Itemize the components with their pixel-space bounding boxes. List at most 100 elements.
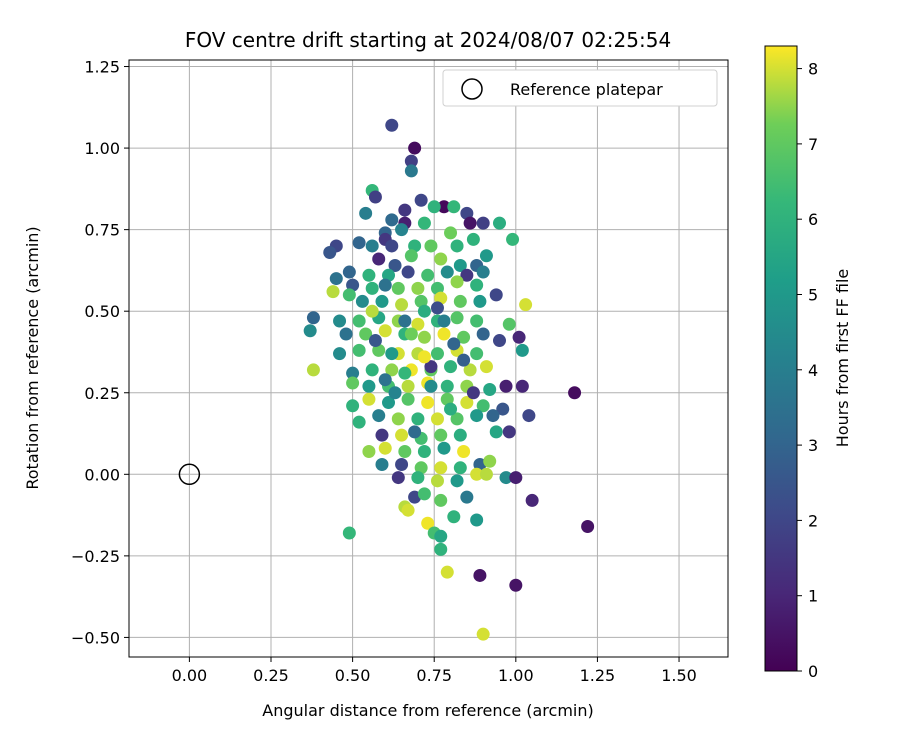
scatter-point	[489, 425, 503, 439]
scatter-point	[395, 223, 409, 237]
scatter-point	[391, 412, 405, 426]
colorbar-tick-label: 7	[808, 135, 818, 154]
scatter-point	[434, 428, 448, 442]
scatter-point	[323, 245, 337, 259]
scatter-point	[404, 154, 418, 168]
scatter-point	[502, 425, 516, 439]
scatter-point	[362, 379, 376, 393]
scatter-point	[342, 526, 356, 540]
x-tick-label: 1.50	[661, 666, 697, 685]
scatter-point	[424, 379, 438, 393]
y-tick-label: 1.00	[84, 139, 120, 158]
scatter-point	[346, 376, 360, 390]
scatter-point	[362, 392, 376, 406]
scatter-point	[466, 386, 480, 400]
x-axis-ticks: 0.00 0.25 0.50 0.75 1.00 1.25 1.50	[172, 657, 697, 685]
scatter-point	[395, 458, 409, 472]
scatter-point	[512, 330, 526, 344]
x-axis-label: Angular distance from reference (arcmin)	[262, 701, 593, 720]
scatter-point	[378, 278, 392, 292]
scatter-point	[359, 327, 373, 341]
scatter-point	[430, 347, 444, 361]
scatter-point	[476, 216, 490, 230]
scatter-point	[476, 327, 490, 341]
scatter-point	[372, 252, 386, 266]
scatter-point	[398, 444, 412, 458]
scatter-point	[476, 399, 490, 413]
scatter-point	[372, 343, 386, 357]
scatter-point	[430, 301, 444, 315]
scatter-point	[470, 513, 484, 527]
scatter-point	[385, 213, 399, 227]
scatter-point	[483, 382, 497, 396]
scatter-point	[352, 314, 366, 328]
scatter-point	[460, 268, 474, 282]
scatter-point	[450, 239, 464, 253]
scatter-point	[303, 324, 317, 338]
colorbar: 0 1 2 3 4 5 6 7 8 Hours from first FF file	[764, 45, 852, 681]
scatter-point	[329, 272, 343, 286]
scatter-point	[362, 268, 376, 282]
scatter-point	[417, 216, 431, 230]
x-tick-label: 0.00	[172, 666, 208, 685]
scatter-point	[437, 200, 451, 214]
scatter-point	[460, 396, 474, 410]
scatter-point	[408, 141, 422, 155]
scatter-point	[414, 461, 428, 475]
scatter-point	[306, 311, 320, 325]
scatter-point	[395, 298, 409, 312]
reference-platepar-marker	[178, 463, 201, 486]
scatter-point	[408, 425, 422, 439]
colorbar-tick-label: 5	[808, 285, 818, 304]
scatter-point	[470, 409, 484, 423]
scatter-point	[375, 458, 389, 472]
scatter-point	[401, 265, 415, 279]
scatter-point	[499, 471, 513, 485]
scatter-point	[470, 278, 484, 292]
scatter-point	[382, 396, 396, 410]
scatter-point	[453, 294, 467, 308]
scatter-point	[404, 164, 418, 178]
scatter-point	[368, 190, 382, 204]
grid-lines	[129, 60, 728, 657]
scatter-point	[453, 428, 467, 442]
scatter-point	[417, 304, 431, 318]
scatter-point	[326, 285, 340, 299]
scatter-point	[414, 193, 428, 207]
scatter-point	[506, 232, 520, 246]
scatter-point	[470, 314, 484, 328]
scatter-point	[476, 627, 490, 641]
scatter-point	[447, 337, 461, 351]
scatter-point	[479, 360, 493, 374]
plot-frame	[128, 59, 729, 658]
scatter-point	[417, 330, 431, 344]
scatter-point	[457, 444, 471, 458]
scatter-point	[385, 239, 399, 253]
scatter-point	[486, 409, 500, 423]
scatter-point	[339, 327, 353, 341]
scatter-point	[342, 288, 356, 302]
scatter-point	[489, 288, 503, 302]
scatter-point	[444, 402, 458, 416]
scatter-point	[522, 409, 536, 423]
scatter-point	[408, 239, 422, 253]
data-points	[303, 118, 595, 641]
colorbar-tick-label: 0	[808, 662, 818, 681]
scatter-point	[447, 510, 461, 524]
colorbar-tick-label: 2	[808, 511, 818, 530]
y-tick-label: −0.50	[71, 628, 120, 647]
y-tick-label: 0.00	[84, 465, 120, 484]
scatter-point	[368, 334, 382, 348]
scatter-point	[483, 454, 497, 468]
scatter-point	[434, 542, 448, 556]
scatter-point	[427, 200, 441, 214]
scatter-point	[434, 529, 448, 543]
y-tick-label: 0.75	[84, 221, 120, 240]
scatter-point	[509, 578, 523, 592]
y-tick-label: 0.25	[84, 384, 120, 403]
y-tick-label: 0.50	[84, 302, 120, 321]
scatter-point	[434, 291, 448, 305]
scatter-point	[450, 474, 464, 488]
scatter-point	[388, 386, 402, 400]
